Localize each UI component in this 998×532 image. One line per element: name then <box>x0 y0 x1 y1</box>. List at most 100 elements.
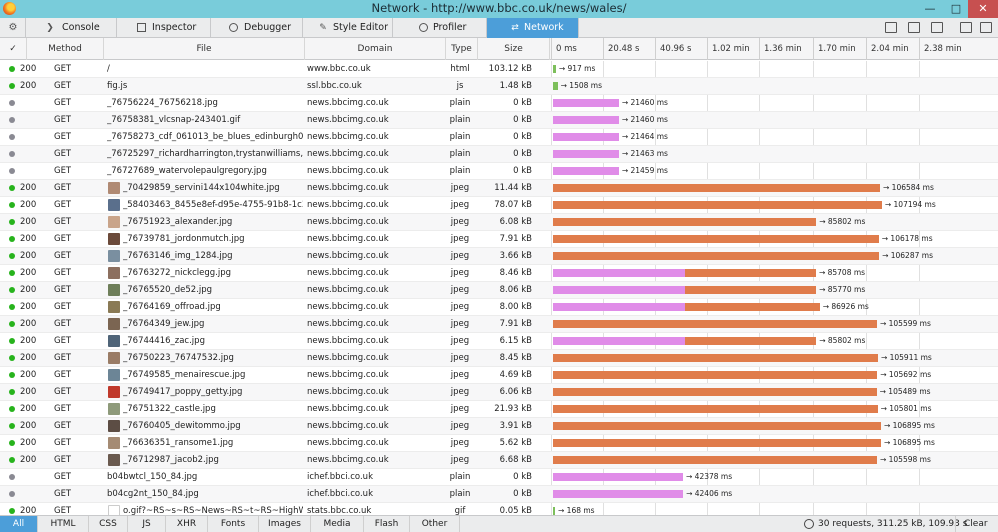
request-row[interactable]: 200 GET _76636351_ransome1.jpg news.bbcimg.… <box>0 435 998 452</box>
request-method: GET <box>54 132 72 142</box>
request-size: 8.00 kB <box>499 302 532 312</box>
filter-html-button[interactable]: HTML <box>38 516 89 532</box>
request-row[interactable]: 200 GET _76763272_nickclegg.jpg news.bbcimg… <box>0 265 998 282</box>
request-row[interactable]: 200 GET _70429859_servini144x104white.jpg n… <box>0 180 998 197</box>
filter-js-button[interactable]: JS <box>128 516 166 532</box>
request-file: _76758273_cdf_061013_be_blues_edinburgh0… <box>107 132 303 142</box>
tab-profiler[interactable]: Profiler <box>393 18 487 38</box>
request-row[interactable]: 200 GET _76751923_alexander.jpg news.bbcimg… <box>0 214 998 231</box>
request-domain: news.bbcimg.co.uk <box>307 183 389 193</box>
request-status: 200 <box>20 438 37 448</box>
size-column-header[interactable]: Size <box>478 38 550 60</box>
request-file: _76725297_richardharrington,trystanwilli… <box>107 149 303 159</box>
minimize-button[interactable]: — <box>924 2 936 15</box>
filter-xhr-button[interactable]: XHR <box>166 516 208 532</box>
firefox-logo-icon <box>3 2 16 15</box>
tab-network[interactable]: ⇄ Network <box>487 18 579 38</box>
method-column-header[interactable]: Method <box>27 38 104 60</box>
request-domain: news.bbcimg.co.uk <box>307 336 389 346</box>
timing-label: → 1508 ms <box>560 81 602 90</box>
filter-css-button[interactable]: CSS <box>89 516 128 532</box>
type-column-header[interactable]: Type <box>446 38 478 60</box>
request-method: GET <box>54 81 72 91</box>
request-row[interactable]: 200 GET o.gif?~RS~s~RS~News~RS~t~RS~HighWe… <box>0 503 998 515</box>
toolbox-options-button[interactable]: ⚙ <box>0 18 26 38</box>
timing-receive-bar <box>553 320 877 328</box>
request-method: GET <box>54 183 72 193</box>
clear-button[interactable]: Clear <box>955 516 998 532</box>
request-row[interactable]: 200 GET _76765520_de52.jpg news.bbcimg.co.u… <box>0 282 998 299</box>
status-ok-icon <box>9 236 15 242</box>
image-thumbnail <box>108 182 120 194</box>
maximize-button[interactable]: □ <box>950 2 962 15</box>
filter-images-button[interactable]: Images <box>259 516 311 532</box>
request-size: 8.45 kB <box>499 353 532 363</box>
request-domain: news.bbcimg.co.uk <box>307 149 389 159</box>
filter-flash-button[interactable]: Flash <box>364 516 410 532</box>
request-row[interactable]: GET b04bwtcl_150_84.jpg ichef.bbci.co.uk pl… <box>0 469 998 486</box>
status-ok-icon <box>9 355 15 361</box>
request-file: b04bwtcl_150_84.jpg <box>107 472 198 482</box>
request-row[interactable]: 200 GET fig.js ssl.bbc.co.uk js 1.48 kB → 1508… <box>0 78 998 95</box>
timing-receive-bar <box>553 252 880 260</box>
request-row[interactable]: 200 GET _76751322_castle.jpg news.bbcimg.co… <box>0 401 998 418</box>
request-row[interactable]: 200 GET _76750223_76747532.jpg news.bbcimg.… <box>0 350 998 367</box>
request-row[interactable]: 200 GET _76739781_jordonmutch.jpg news.bbci… <box>0 231 998 248</box>
file-column-header[interactable]: File <box>104 38 305 60</box>
filter-other-button[interactable]: Other <box>410 516 460 532</box>
pick-element-icon[interactable] <box>885 22 897 33</box>
close-button[interactable]: ✕ <box>968 0 998 18</box>
request-status: 200 <box>20 200 37 210</box>
request-row[interactable]: 200 GET _76744416_zac.jpg news.bbcimg.co.uk… <box>0 333 998 350</box>
responsive-mode-icon[interactable] <box>931 22 943 33</box>
gear-icon: ⚙ <box>8 22 18 33</box>
request-size: 78.07 kB <box>494 200 532 210</box>
scratchpad-icon[interactable] <box>908 22 920 33</box>
request-status: 200 <box>20 234 37 244</box>
timing-label: → 105489 ms <box>879 387 931 396</box>
request-row[interactable]: 200 GET _76760405_dewitommo.jpg news.bbcimg… <box>0 418 998 435</box>
dock-window-icon[interactable] <box>980 22 992 33</box>
request-row[interactable]: GET _76758381_vlcsnap-243401.gif news.bbci… <box>0 112 998 129</box>
request-size: 6.68 kB <box>499 455 532 465</box>
request-domain: news.bbcimg.co.uk <box>307 404 389 414</box>
request-row[interactable]: 200 GET _76764169_offroad.jpg news.bbcimg.c… <box>0 299 998 316</box>
tab-style-editor[interactable]: ✎ Style Editor <box>303 18 393 38</box>
filter-all-button[interactable]: All <box>0 516 38 532</box>
request-row[interactable]: GET _76758273_cdf_061013_be_blues_edinbur… <box>0 129 998 146</box>
request-type: plain <box>449 115 471 125</box>
request-row[interactable]: 200 GET _76712987_jacob2.jpg news.bbcimg.co… <box>0 452 998 469</box>
request-method: GET <box>54 268 72 278</box>
request-row[interactable]: GET _76725297_richardharrington,trystanwi… <box>0 146 998 163</box>
request-row[interactable]: 200 GET _76764349_jew.jpg news.bbcimg.co.uk… <box>0 316 998 333</box>
request-row[interactable]: GET b04cg2nt_150_84.jpg ichef.bbci.co.uk pl… <box>0 486 998 503</box>
domain-column-header[interactable]: Domain <box>305 38 446 60</box>
request-row[interactable]: 200 GET / www.bbc.co.uk html 103.12 kB → 917 m… <box>0 61 998 78</box>
request-method: GET <box>54 489 72 499</box>
request-status: 200 <box>20 455 37 465</box>
timing-label: → 917 ms <box>558 64 596 73</box>
request-type: plain <box>449 149 471 159</box>
filter-media-button[interactable]: Media <box>311 516 364 532</box>
request-row[interactable]: 200 GET _58403463_8455e8ef-d95e-4755-91b8-… <box>0 197 998 214</box>
request-method: GET <box>54 421 72 431</box>
request-row[interactable]: 200 GET _76763146_img_1284.jpg news.bbcimg.… <box>0 248 998 265</box>
request-row[interactable]: GET _76756224_76756218.jpg news.bbcimg.co.… <box>0 95 998 112</box>
filter-fonts-button[interactable]: Fonts <box>208 516 259 532</box>
request-file: _58403463_8455e8ef-d95e-4755-91b8-1c3f2a… <box>123 200 303 210</box>
tab-console[interactable]: ❯ Console <box>26 18 117 38</box>
dock-side-icon[interactable] <box>960 22 972 33</box>
request-domain: news.bbcimg.co.uk <box>307 455 389 465</box>
timing-label: → 85708 ms <box>818 268 866 277</box>
request-row[interactable]: 200 GET _76749585_menairescue.jpg news.bbci… <box>0 367 998 384</box>
image-thumbnail <box>108 301 120 313</box>
tab-inspector[interactable]: Inspector <box>117 18 211 38</box>
image-thumbnail <box>108 420 120 432</box>
request-row[interactable]: 200 GET _76749417_poppy_getty.jpg news.bbci… <box>0 384 998 401</box>
request-file: _76764169_offroad.jpg <box>123 302 221 312</box>
request-list: 200 GET / www.bbc.co.uk html 103.12 kB → 917 m… <box>0 61 998 515</box>
timing-receive-bar <box>553 422 881 430</box>
tab-debugger[interactable]: Debugger <box>211 18 303 38</box>
status-column-header[interactable]: ✓ <box>0 38 27 60</box>
request-row[interactable]: GET _76727689_watervolepaulgregory.jpg new… <box>0 163 998 180</box>
